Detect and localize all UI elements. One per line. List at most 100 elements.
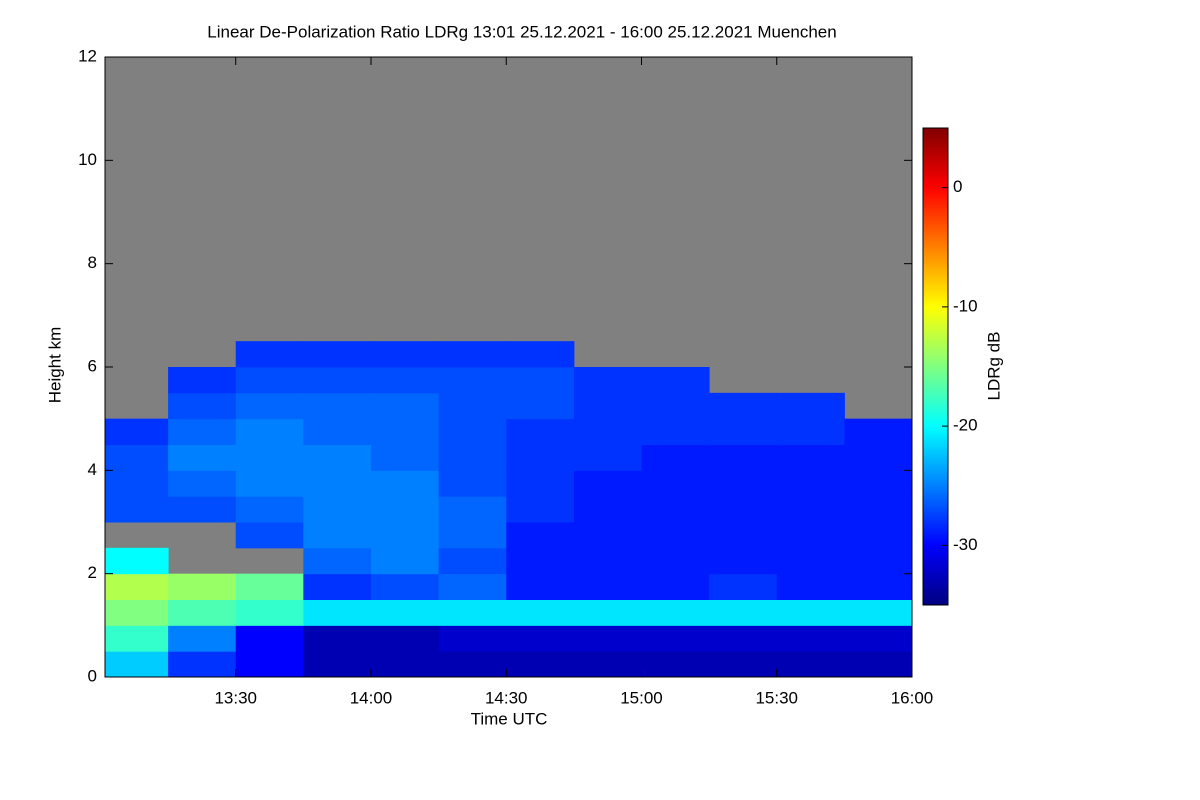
heatmap-cell bbox=[370, 496, 440, 523]
heatmap-cell bbox=[573, 496, 642, 523]
heatmap-cell bbox=[776, 547, 845, 575]
heatmap-cell bbox=[168, 496, 237, 523]
heatmap-cell bbox=[168, 651, 237, 678]
heatmap-cell bbox=[506, 418, 575, 445]
heatmap-cell bbox=[844, 651, 913, 678]
heatmap-cell bbox=[303, 522, 372, 549]
heatmap-cell bbox=[776, 573, 845, 600]
heatmap-cell bbox=[709, 418, 778, 445]
heatmap-cell bbox=[235, 341, 304, 368]
heatmap-cell bbox=[438, 522, 507, 549]
heatmap-cell bbox=[844, 444, 913, 471]
y-tick-label: 6 bbox=[88, 356, 97, 375]
heatmap-cell bbox=[105, 470, 169, 497]
colorbar-tick-label: -10 bbox=[953, 296, 978, 315]
heatmap-cell bbox=[844, 522, 913, 549]
heatmap-cell bbox=[303, 444, 372, 471]
heatmap-cell bbox=[506, 496, 575, 523]
heatmap-cell bbox=[168, 418, 237, 445]
heatmap-cell bbox=[573, 625, 642, 652]
heatmap-cell bbox=[506, 599, 575, 626]
heatmap-cell bbox=[235, 470, 304, 497]
heatmap-cell bbox=[303, 392, 372, 420]
heatmap-cell bbox=[105, 651, 169, 678]
heatmap-cell bbox=[105, 547, 169, 575]
heatmap-cell bbox=[168, 444, 237, 471]
heatmap-cell bbox=[303, 418, 372, 445]
heatmap-cell bbox=[844, 573, 913, 600]
x-tick-label: 15:00 bbox=[620, 688, 663, 707]
colorbar-label: LDRg dB bbox=[984, 332, 1003, 401]
heatmap-cell bbox=[370, 418, 440, 445]
heatmap-cell bbox=[709, 522, 778, 549]
heatmap-cell bbox=[641, 651, 710, 678]
heatmap-cell bbox=[370, 470, 440, 497]
heatmap-cell bbox=[303, 470, 372, 497]
heatmap-cell bbox=[303, 547, 372, 575]
heatmap-cell bbox=[370, 599, 440, 626]
heatmap-cell bbox=[303, 341, 372, 368]
heatmap-cell bbox=[235, 651, 304, 678]
heatmap-cell bbox=[709, 573, 778, 600]
heatmap-cell bbox=[776, 444, 845, 471]
heatmap-cell bbox=[168, 392, 237, 420]
heatmap-cell bbox=[168, 470, 237, 497]
heatmap-cell bbox=[641, 625, 710, 652]
heatmap-cell bbox=[168, 367, 237, 394]
y-tick-label: 2 bbox=[88, 563, 97, 582]
heatmap-cell bbox=[844, 418, 913, 445]
heatmap-cell bbox=[709, 470, 778, 497]
y-tick-label: 10 bbox=[78, 150, 97, 169]
heatmap-cell bbox=[438, 444, 507, 471]
heatmap-cell bbox=[776, 418, 845, 445]
heatmap-cell bbox=[709, 599, 778, 626]
heatmap-cell bbox=[641, 522, 710, 549]
heatmap-cell bbox=[506, 367, 575, 394]
colorbar bbox=[922, 127, 949, 606]
heatmap-cell bbox=[776, 651, 845, 678]
heatmap-cell bbox=[235, 625, 304, 652]
heatmap-cell bbox=[776, 599, 845, 626]
heatmap-cell bbox=[573, 522, 642, 549]
heatmap-cell bbox=[776, 392, 845, 420]
heatmap-cell bbox=[370, 547, 440, 575]
heatmap-cell bbox=[844, 625, 913, 652]
heatmap-cell bbox=[709, 444, 778, 471]
heatmap-cell bbox=[438, 651, 507, 678]
heatmap-cell bbox=[438, 625, 507, 652]
heatmap-cell bbox=[235, 392, 304, 420]
heatmap-cell bbox=[438, 599, 507, 626]
heatmap-cell bbox=[438, 470, 507, 497]
heatmap-cell bbox=[168, 599, 237, 626]
heatmap-cell bbox=[641, 367, 710, 394]
heatmap-cell bbox=[844, 496, 913, 523]
heatmap-cell bbox=[641, 547, 710, 575]
heatmap-cell bbox=[438, 418, 507, 445]
heatmap-cell bbox=[370, 625, 440, 652]
heatmap-cell bbox=[776, 496, 845, 523]
heatmap-cell bbox=[709, 651, 778, 678]
heatmap-cell bbox=[438, 367, 507, 394]
x-tick-label: 14:30 bbox=[485, 688, 528, 707]
heatmap-cell bbox=[506, 470, 575, 497]
heatmap-cell bbox=[370, 392, 440, 420]
heatmap-cell bbox=[709, 392, 778, 420]
y-tick-label: 12 bbox=[78, 46, 97, 65]
heatmap-cell bbox=[573, 470, 642, 497]
heatmap-cell bbox=[709, 625, 778, 652]
heatmap-cell bbox=[573, 418, 642, 445]
heatmap-cell bbox=[370, 444, 440, 471]
heatmap-cell bbox=[641, 573, 710, 600]
colorbar-tick-label: 0 bbox=[953, 177, 962, 196]
heatmap-cell bbox=[438, 573, 507, 600]
heatmap-cell bbox=[235, 573, 304, 600]
heatmap-cell bbox=[438, 547, 507, 575]
heatmap-cell bbox=[776, 470, 845, 497]
heatmap-cell bbox=[573, 599, 642, 626]
x-axis-label: Time UTC bbox=[471, 709, 548, 728]
heatmap-cell bbox=[506, 522, 575, 549]
heatmap-cell bbox=[573, 651, 642, 678]
heatmap-cell bbox=[370, 573, 440, 600]
heatmap-cell bbox=[168, 625, 237, 652]
